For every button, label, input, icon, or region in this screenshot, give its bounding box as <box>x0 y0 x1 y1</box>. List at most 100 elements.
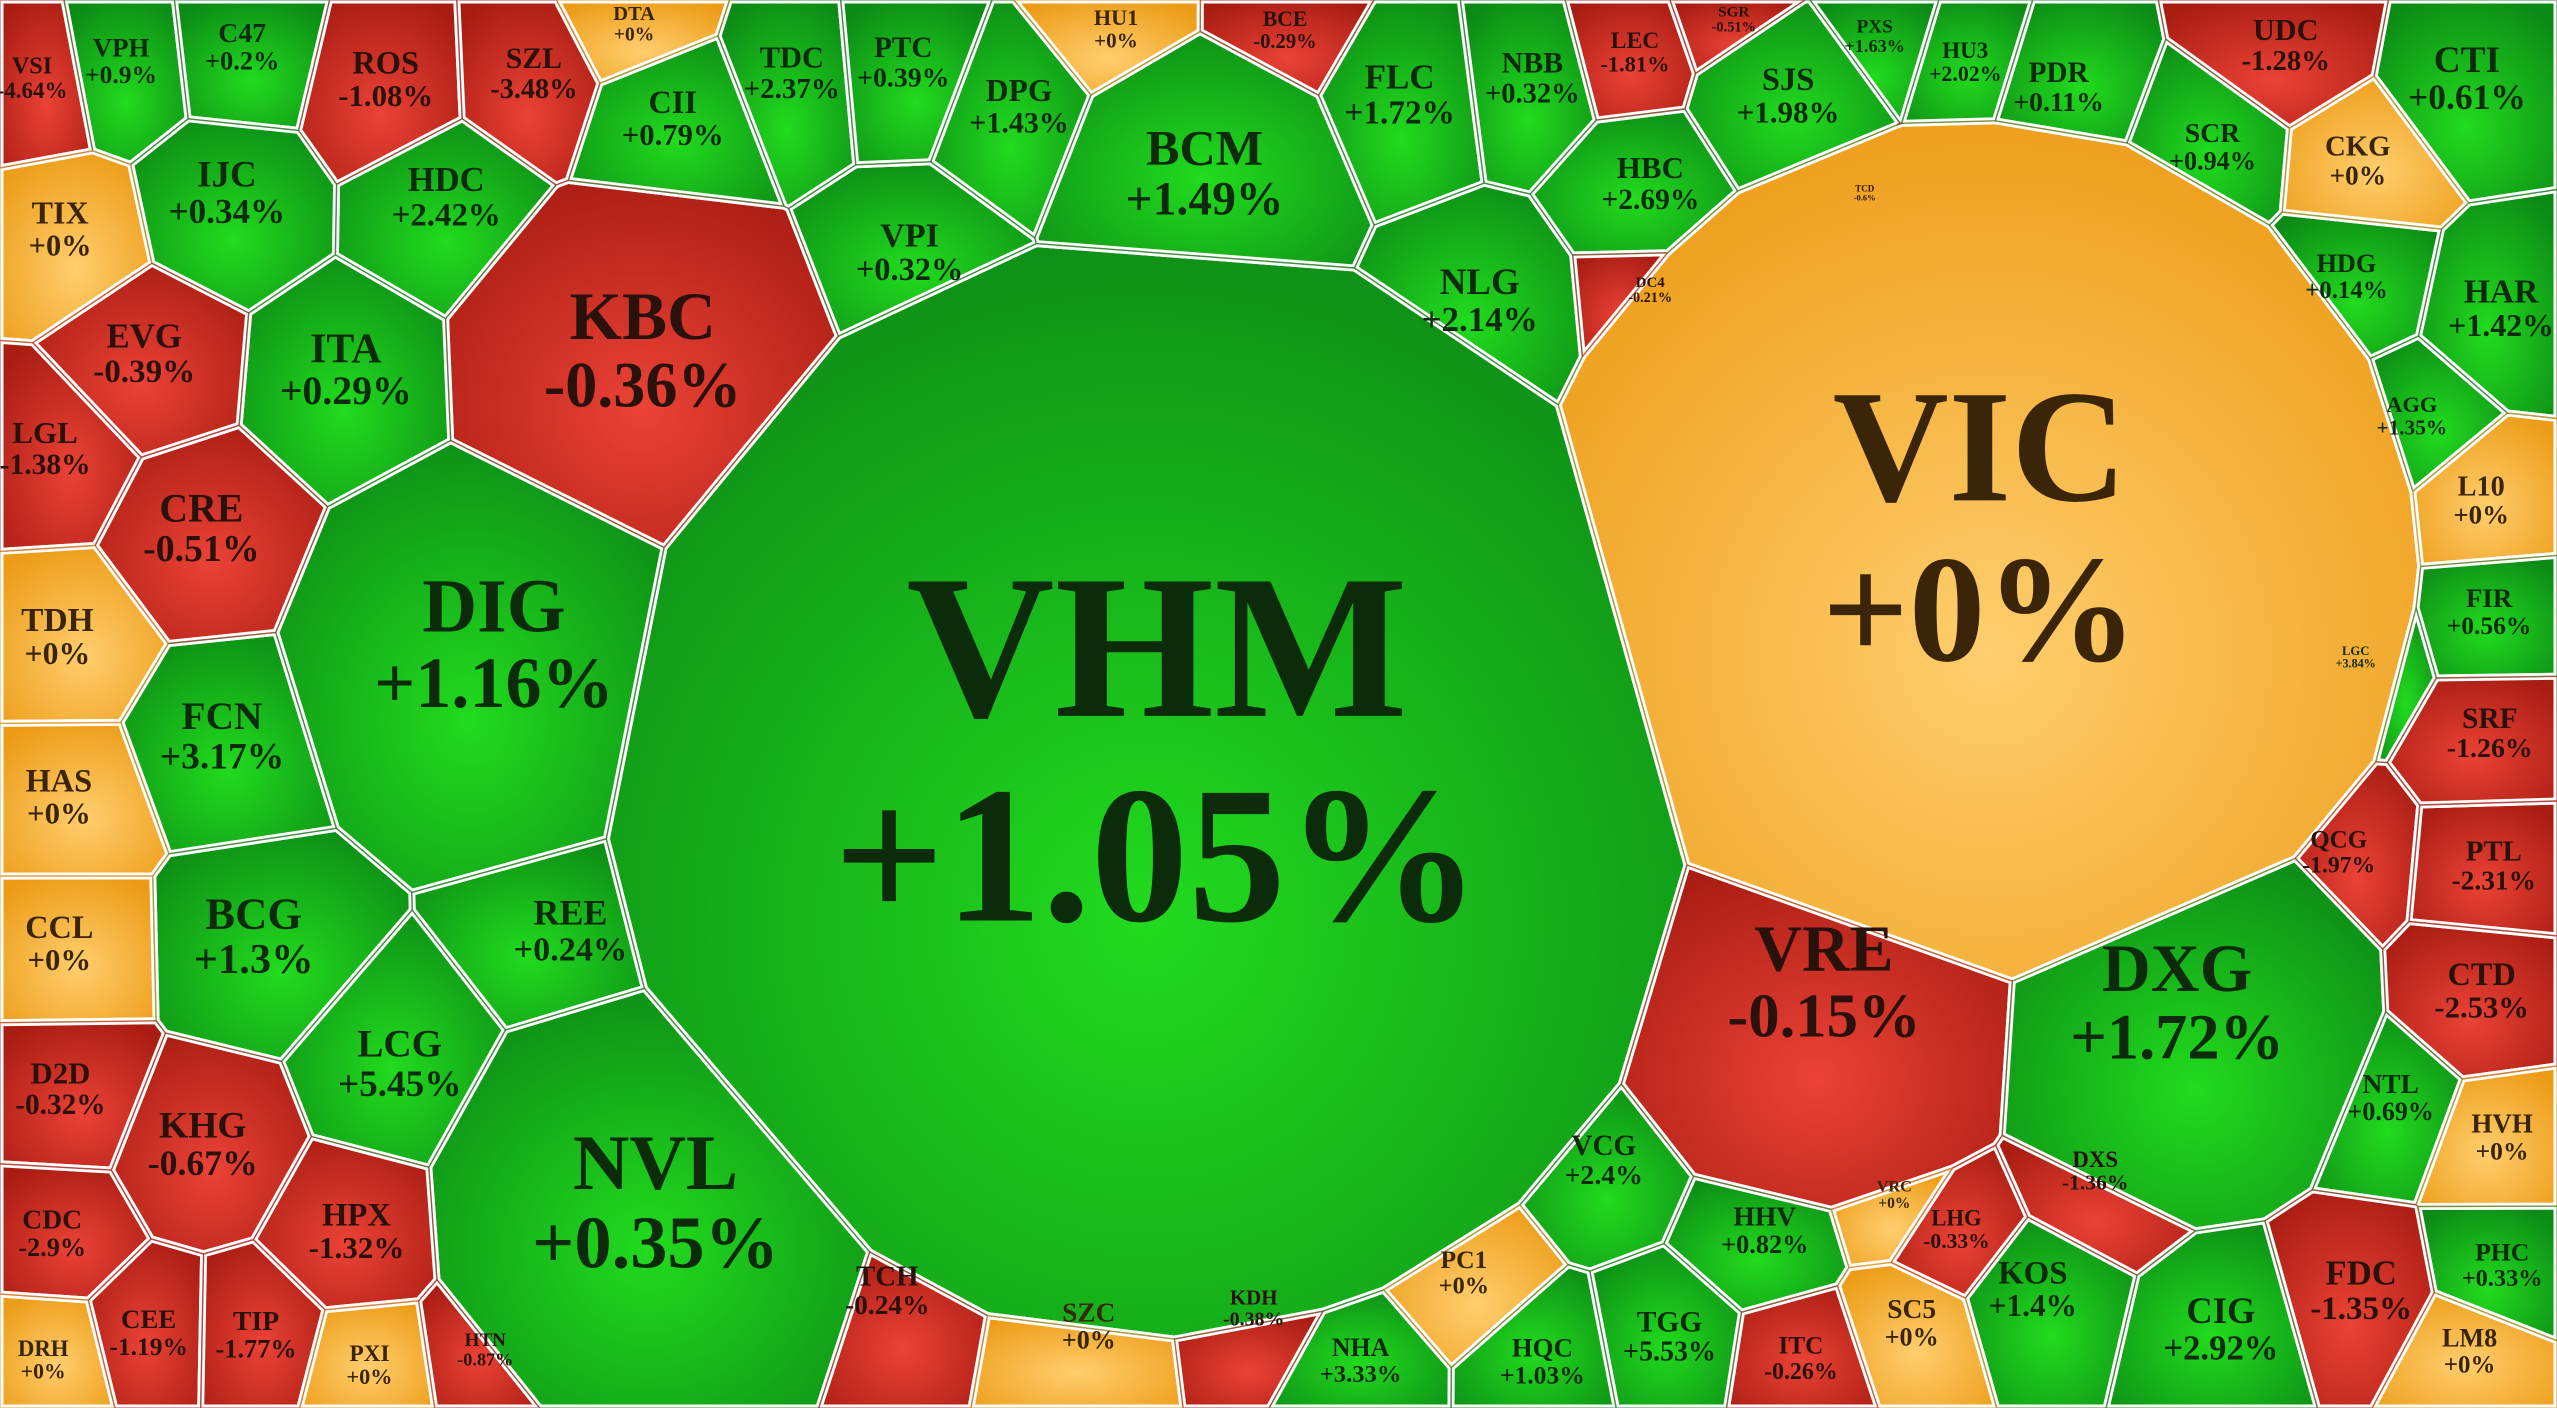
svg-text:HU3: HU3 <box>1942 38 1988 63</box>
svg-text:+1.42%: +1.42% <box>2448 308 2554 343</box>
svg-text:-1.35%: -1.35% <box>2310 1291 2412 1327</box>
svg-text:+0%: +0% <box>2444 1352 2496 1379</box>
svg-text:+1.72%: +1.72% <box>2070 1002 2284 1073</box>
svg-text:HHV: HHV <box>1733 1201 1796 1232</box>
svg-text:NVL: NVL <box>573 1119 738 1206</box>
svg-text:-2.31%: -2.31% <box>2452 866 2536 896</box>
svg-text:+0.29%: +0.29% <box>280 369 412 413</box>
svg-text:HPX: HPX <box>322 1198 391 1234</box>
svg-text:DTA: DTA <box>613 3 655 25</box>
svg-text:PXI: PXI <box>349 1341 389 1367</box>
svg-text:+0%: +0% <box>24 636 90 671</box>
svg-text:+0%: +0% <box>347 1364 393 1389</box>
svg-text:ITA: ITA <box>310 326 381 372</box>
svg-text:KDH: KDH <box>1230 1286 1278 1310</box>
svg-text:+0.39%: +0.39% <box>857 62 949 93</box>
svg-text:+0.61%: +0.61% <box>2408 77 2526 117</box>
svg-text:-0.39%: -0.39% <box>93 354 195 390</box>
svg-text:+0.9%: +0.9% <box>85 60 157 89</box>
svg-text:-1.28%: -1.28% <box>2241 45 2329 77</box>
svg-text:DC4: DC4 <box>1636 275 1666 291</box>
svg-text:TDC: TDC <box>760 41 824 75</box>
svg-text:SRF: SRF <box>2462 703 2518 735</box>
svg-text:+2.42%: +2.42% <box>392 198 501 234</box>
svg-text:+0%: +0% <box>1439 1273 1489 1300</box>
svg-text:SGR: SGR <box>1718 4 1750 21</box>
svg-text:+0%: +0% <box>1878 1195 1910 1212</box>
svg-text:-0.33%: -0.33% <box>1923 1229 1990 1253</box>
svg-text:TIP: TIP <box>233 1305 279 1336</box>
svg-text:PTL: PTL <box>2466 836 2522 868</box>
svg-text:+0%: +0% <box>2476 1137 2529 1166</box>
svg-text:HAS: HAS <box>26 763 93 799</box>
svg-text:+2.4%: +2.4% <box>1565 1160 1643 1191</box>
svg-text:+0%: +0% <box>29 229 92 263</box>
svg-text:IJC: IJC <box>197 154 257 195</box>
svg-text:CCL: CCL <box>25 909 93 945</box>
svg-text:KOS: KOS <box>1998 1255 2067 1291</box>
svg-text:+0.34%: +0.34% <box>169 192 285 231</box>
svg-text:+2.02%: +2.02% <box>1929 61 2002 86</box>
svg-text:+0%: +0% <box>27 797 91 831</box>
svg-text:PHC: PHC <box>2475 1238 2529 1267</box>
svg-text:+1.05%: +1.05% <box>834 748 1481 964</box>
svg-text:CKG: CKG <box>2325 131 2391 163</box>
svg-text:VRC: VRC <box>1877 1177 1912 1196</box>
svg-text:DXS: DXS <box>2072 1147 2118 1172</box>
svg-text:+0.32%: +0.32% <box>856 252 964 288</box>
svg-text:+0.33%: +0.33% <box>2462 1265 2543 1292</box>
svg-text:+0.56%: +0.56% <box>2447 611 2532 640</box>
svg-text:PDR: PDR <box>2028 57 2089 89</box>
svg-text:-1.19%: -1.19% <box>109 1332 188 1361</box>
svg-text:+1.98%: +1.98% <box>1737 94 1840 129</box>
svg-text:PXS: PXS <box>1856 17 1892 38</box>
svg-text:LGL: LGL <box>12 415 77 450</box>
svg-text:+5.53%: +5.53% <box>1623 1337 1716 1368</box>
svg-text:+0.69%: +0.69% <box>2348 1097 2434 1126</box>
svg-text:FIR: FIR <box>2466 583 2513 613</box>
svg-text:-1.26%: -1.26% <box>2447 733 2533 764</box>
svg-text:+0%: +0% <box>1094 28 1138 52</box>
svg-text:HQC: HQC <box>1512 1333 1573 1363</box>
svg-text:-3.48%: -3.48% <box>490 74 577 105</box>
svg-text:REE: REE <box>533 892 607 932</box>
svg-text:QCG: QCG <box>2310 827 2367 854</box>
svg-text:VIC: VIC <box>1833 357 2127 535</box>
svg-text:VSI: VSI <box>12 53 52 80</box>
svg-text:DPG: DPG <box>986 73 1053 108</box>
svg-text:VPI: VPI <box>880 217 939 254</box>
svg-text:+2.92%: +2.92% <box>2163 1329 2278 1368</box>
svg-text:+1.72%: +1.72% <box>1344 94 1455 131</box>
svg-text:KBC: KBC <box>570 279 716 354</box>
svg-text:NBB: NBB <box>1501 47 1563 80</box>
svg-text:TGG: TGG <box>1637 1306 1703 1338</box>
svg-text:DXG: DXG <box>2102 931 2252 1006</box>
svg-text:+0%: +0% <box>1822 524 2138 693</box>
svg-text:CDC: CDC <box>22 1203 82 1234</box>
svg-text:FLC: FLC <box>1365 57 1435 96</box>
svg-text:-2.53%: -2.53% <box>2434 990 2529 1024</box>
svg-text:-0.29%: -0.29% <box>1253 31 1317 53</box>
svg-text:CII: CII <box>648 84 696 120</box>
svg-text:+3.84%: +3.84% <box>2336 657 2376 671</box>
svg-text:-1.77%: -1.77% <box>216 1335 297 1364</box>
svg-text:VPH: VPH <box>93 32 150 62</box>
svg-text:+1.43%: +1.43% <box>969 106 1069 139</box>
svg-text:+0.24%: +0.24% <box>514 931 628 968</box>
svg-text:HDC: HDC <box>408 160 485 199</box>
svg-text:HDG: HDG <box>2317 249 2377 278</box>
svg-text:-0.6%: -0.6% <box>1854 193 1876 203</box>
svg-text:EVG: EVG <box>106 316 181 355</box>
svg-text:-1.36%: -1.36% <box>2062 1171 2129 1195</box>
svg-text:+3.17%: +3.17% <box>160 736 285 777</box>
svg-text:DRH: DRH <box>18 1336 69 1361</box>
svg-text:+0.32%: +0.32% <box>1485 79 1580 110</box>
svg-text:BCM: BCM <box>1146 120 1263 176</box>
svg-text:+0.35%: +0.35% <box>532 1202 779 1284</box>
svg-text:TCH: TCH <box>856 1261 918 1293</box>
svg-text:PC1: PC1 <box>1440 1245 1487 1274</box>
svg-text:LCG: LCG <box>357 1023 442 1066</box>
svg-text:VHM: VHM <box>906 534 1407 761</box>
svg-text:TDH: TDH <box>21 602 94 639</box>
svg-text:BCE: BCE <box>1263 7 1308 31</box>
